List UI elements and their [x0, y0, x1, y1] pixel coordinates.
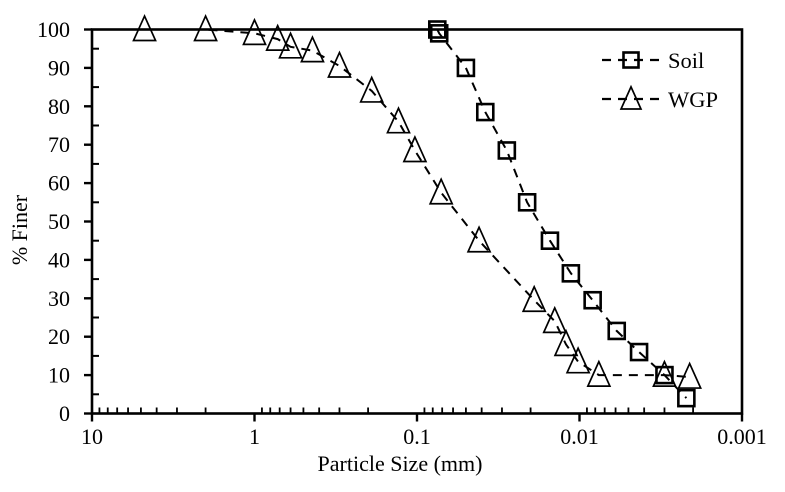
- x-tick-label: 10: [81, 424, 103, 449]
- soil-square-marker: [677, 388, 696, 408]
- legend-triangle-marker: [619, 84, 643, 110]
- wgp-triangle-marker: [265, 23, 291, 51]
- y-tick-label: 90: [48, 55, 70, 80]
- wgp-triangle-marker: [300, 35, 325, 63]
- wgp-triangle-marker: [428, 177, 454, 205]
- legend-label-soil: Soil: [668, 48, 704, 73]
- y-tick-label: 80: [48, 94, 70, 119]
- soil-square-marker: [583, 290, 602, 310]
- x-tick-label: 0.001: [717, 424, 767, 449]
- series-line-wgp: [144, 28, 690, 378]
- legend-square-marker: [622, 51, 640, 69]
- y-tick-label: 20: [48, 324, 70, 349]
- wgp-triangle-marker: [327, 50, 352, 78]
- soil-square-marker: [428, 20, 447, 39]
- wgp-triangle-marker: [521, 284, 547, 313]
- y-axis-title: % Finer: [7, 194, 32, 266]
- legend-label-wgp: WGP: [668, 87, 718, 112]
- wgp-triangle-marker: [132, 13, 157, 42]
- wgp-triangle-marker: [278, 31, 303, 59]
- wgp-triangle-marker: [359, 75, 385, 103]
- wgp-triangle-marker: [402, 134, 428, 163]
- y-tick-label: 50: [48, 209, 70, 234]
- x-tick-label: 1: [249, 424, 260, 449]
- soil-square-marker: [456, 58, 476, 78]
- soil-square-marker: [475, 102, 495, 122]
- soil-square-marker: [497, 141, 517, 160]
- y-tick-label: 40: [48, 247, 70, 272]
- wgp-triangle-marker: [553, 328, 579, 357]
- soil-square-marker: [607, 321, 627, 341]
- wgp-triangle-marker: [466, 225, 492, 253]
- soil-square-marker: [429, 24, 449, 43]
- soil-square-marker: [629, 342, 649, 362]
- wgp-triangle-marker: [386, 106, 411, 134]
- x-axis-title: Particle Size (mm): [317, 451, 483, 476]
- wgp-triangle-marker: [242, 17, 267, 46]
- y-tick-label: 0: [59, 401, 70, 426]
- soil-square-marker: [655, 365, 674, 385]
- wgp-triangle-marker: [652, 359, 677, 387]
- x-tick-label: 0.01: [560, 424, 599, 449]
- soil-square-marker: [540, 231, 560, 250]
- soil-square-marker: [517, 193, 537, 212]
- y-tick-label: 30: [48, 286, 70, 311]
- y-tick-label: 100: [37, 17, 70, 42]
- y-tick-label: 10: [48, 363, 70, 388]
- series-line-soil: [436, 29, 688, 399]
- x-tick-label: 0.1: [403, 424, 431, 449]
- y-tick-label: 60: [48, 171, 70, 196]
- wgp-triangle-marker: [586, 359, 612, 387]
- y-tick-label: 70: [48, 132, 70, 157]
- wgp-triangle-marker: [193, 13, 218, 42]
- wgp-triangle-marker: [677, 361, 702, 389]
- wgp-triangle-marker: [542, 305, 568, 334]
- soil-square-marker: [561, 264, 581, 283]
- wgp-triangle-marker: [565, 346, 591, 374]
